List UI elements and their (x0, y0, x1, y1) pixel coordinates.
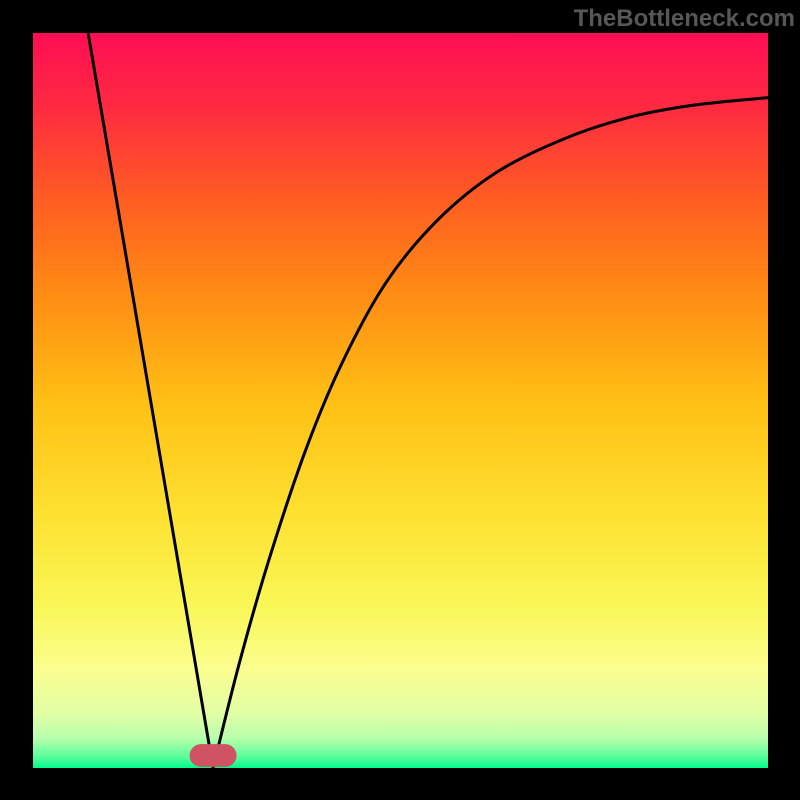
stage: TheBottleneck.com (0, 0, 800, 800)
optimal-range-marker (190, 744, 237, 767)
attribution-watermark: TheBottleneck.com (574, 5, 795, 33)
bottleneck-curve-path (88, 33, 768, 768)
plot-area (33, 33, 768, 768)
value-curve (33, 33, 768, 768)
